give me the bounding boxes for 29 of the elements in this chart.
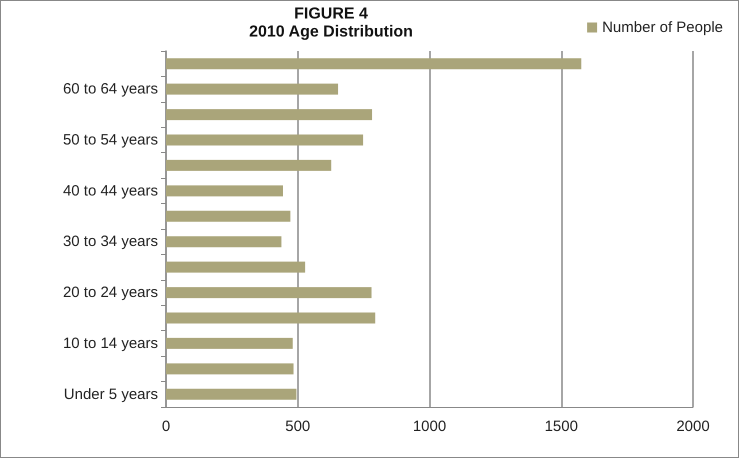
bar (166, 312, 376, 324)
x-tick-label: 0 (162, 418, 170, 435)
bar (166, 287, 372, 298)
bar (166, 363, 294, 374)
bar (166, 84, 338, 95)
chart-title: FIGURE 4 (294, 6, 368, 22)
bar (166, 236, 282, 248)
x-tick-label: 1000 (412, 418, 446, 435)
x-tick-label: 500 (285, 418, 310, 435)
bar (166, 160, 332, 171)
y-tick-label: 40 to 44 years (62, 182, 158, 200)
y-tick-label: 30 to 34 years (62, 233, 158, 250)
bar (166, 262, 306, 273)
bar (166, 338, 293, 349)
bar (166, 210, 290, 222)
bar (166, 58, 582, 70)
y-tick-label: 20 to 24 years (62, 284, 158, 302)
bar (166, 388, 296, 400)
y-tick-label: 50 to 54 years (62, 132, 158, 148)
y-tick-label: Under 5 years (64, 386, 158, 403)
bar (166, 134, 364, 146)
bar (166, 109, 372, 120)
chart-subtitle: 2010 Age Distribution (249, 24, 413, 40)
y-tick-label: 10 to 14 years (62, 334, 158, 352)
bar (166, 185, 283, 196)
x-tick-label: 1500 (544, 418, 578, 435)
legend-label: Number of People (602, 19, 724, 36)
y-tick-label: 60 to 64 years (62, 80, 158, 98)
x-tick-label: 2000 (676, 418, 710, 435)
